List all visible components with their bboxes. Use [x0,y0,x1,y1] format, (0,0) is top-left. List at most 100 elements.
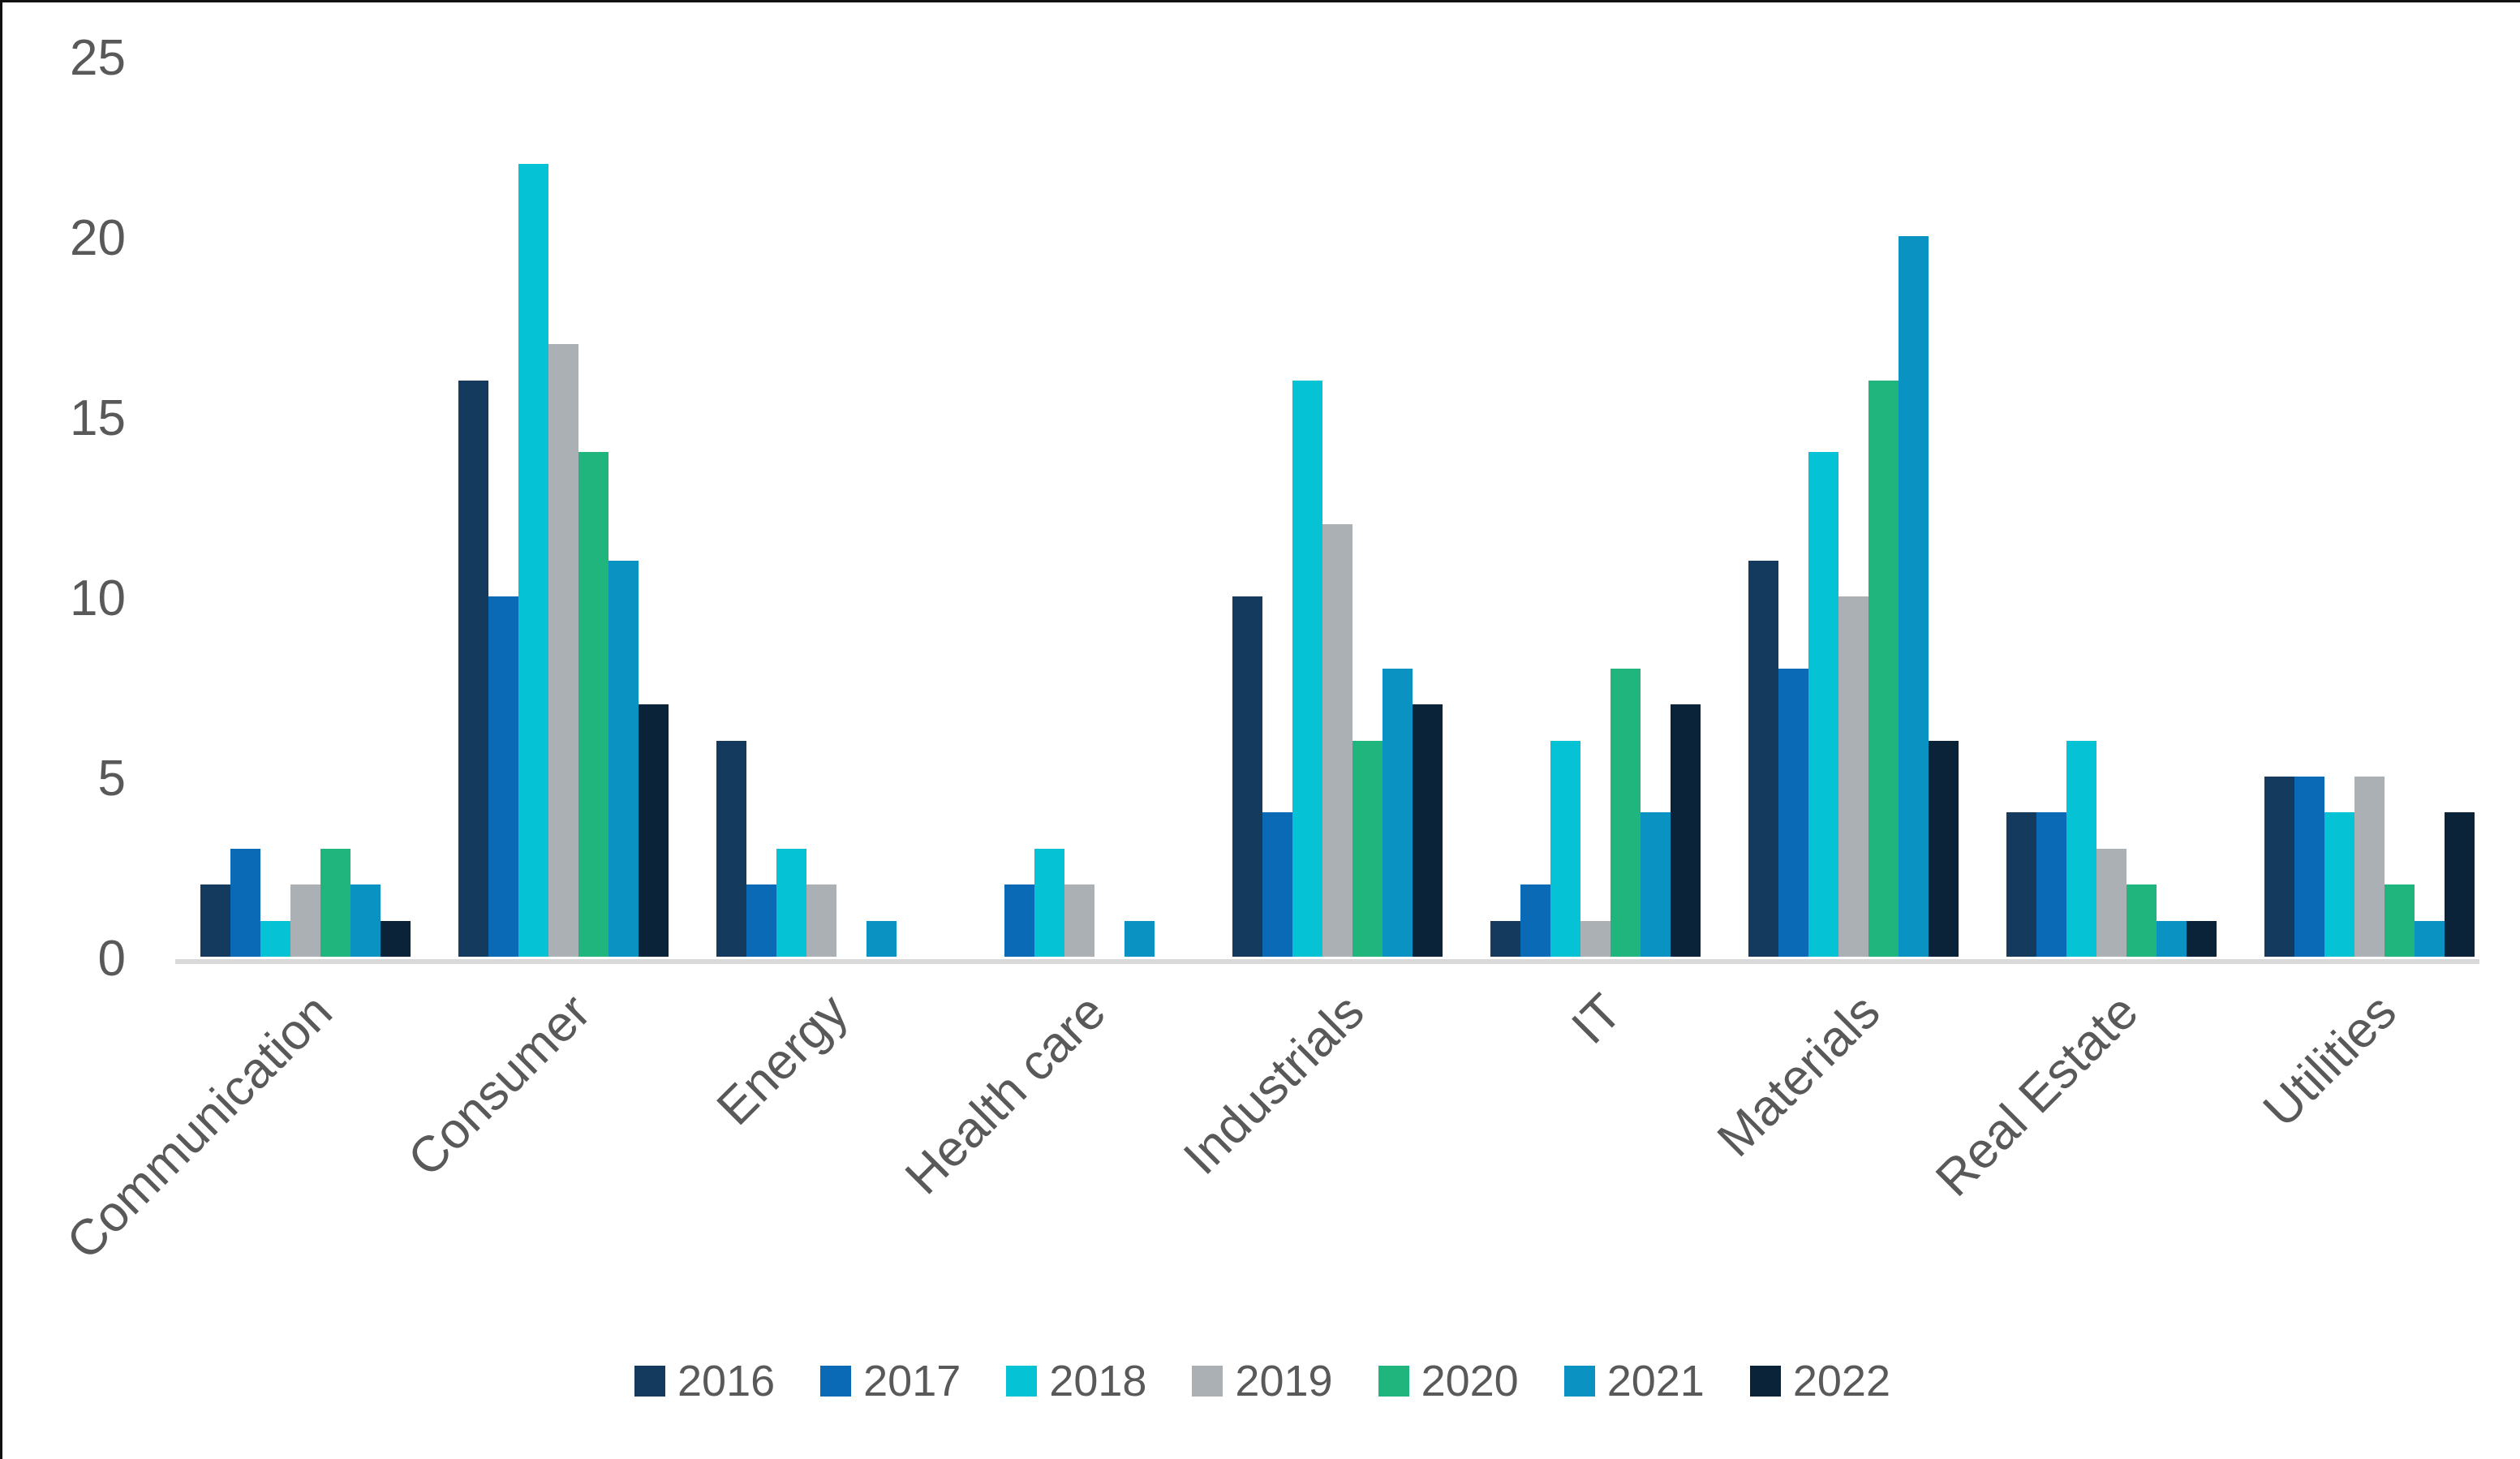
category-label: Materials [1706,983,1891,1168]
bar-2019 [290,884,320,957]
legend-swatch [1749,1366,1781,1397]
bar-2017 [1778,668,1808,957]
category-label: Communication [56,983,343,1271]
bar-group-communication [200,848,411,957]
bar-group-health-care [974,848,1185,957]
bar-2017 [2294,777,2324,957]
bar-2022 [639,704,669,957]
bar-2016 [1232,596,1262,957]
bar-2017 [230,848,260,957]
bar-2018 [1292,380,1322,957]
legend: 2016 2017 2018 2019 2020 2021 2022 [2,1359,2520,1403]
bar-group-industrials [1232,380,1443,957]
bar-2021 [1899,236,1929,957]
y-axis-tick-label: 5 [97,751,126,807]
bar-2022 [1929,740,1959,957]
bar-2022 [1671,704,1701,957]
bar-2017 [2036,812,2066,957]
bar-2018 [1034,848,1064,957]
bar-2020 [2385,884,2415,957]
bar-2019 [1838,596,1868,957]
plot-area [200,164,2475,957]
y-axis-tick-label: 20 [70,210,126,266]
bar-2019 [548,344,578,957]
bar-2019 [2096,848,2127,957]
bar-2019 [1064,884,1094,957]
bar-2018 [518,164,548,957]
legend-item-2017: 2017 [820,1359,961,1403]
legend-item-2019: 2019 [1192,1357,1333,1405]
bar-2020 [578,452,608,957]
bar-2022 [1413,704,1443,957]
legend-swatch [1563,1366,1595,1397]
legend-label: 2018 [1049,1357,1147,1405]
legend-label: 2021 [1606,1357,1705,1405]
bar-2022 [2445,812,2475,957]
category-label: Industrials [1172,983,1375,1186]
bar-2017 [1520,884,1550,957]
bar-2017 [1004,884,1034,957]
bar-2016 [2264,777,2294,957]
bar-2018 [2324,812,2354,957]
legend-swatch [1006,1366,1038,1397]
bar-2016 [2006,812,2036,957]
legend-item-2020: 2020 [1378,1359,1519,1403]
bar-2020 [1352,740,1383,957]
bar-2018 [2066,740,2096,957]
legend-item-2022: 2022 [1749,1357,1890,1405]
legend-item-2018: 2018 [1006,1359,1146,1403]
legend-label: 2020 [1421,1357,1519,1405]
bar-group-utilities [2264,777,2475,957]
bar-2019 [806,884,836,957]
bar-2022 [2187,920,2217,957]
bar-2021 [1125,920,1155,957]
bar-2019 [1580,920,1610,957]
bar-2020 [1868,380,1899,957]
bar-group-it [1490,668,1701,957]
x-axis-line [175,959,2479,964]
legend-item-2016: 2016 [634,1359,775,1403]
category-label: Utilities [2252,983,2407,1138]
legend-swatch [820,1366,852,1397]
bar-2016 [716,740,746,957]
bar-2018 [776,848,806,957]
bar-2020 [1610,668,1641,957]
bar-2017 [746,884,776,957]
bar-2021 [2415,920,2445,957]
bar-2018 [1550,740,1580,957]
bar-2016 [458,380,488,957]
bar-2021 [608,560,639,957]
bar-2021 [350,884,381,957]
y-axis-tick-label: 10 [70,570,126,626]
bar-group-consumer [458,164,669,957]
legend-swatch [634,1366,665,1397]
bar-2021 [1641,812,1671,957]
category-label: Health care [895,983,1117,1206]
category-label: IT [1561,983,1633,1055]
category-label: Real Estate [1925,983,2149,1207]
y-axis-tick-label: 0 [97,931,126,987]
legend-item-2021: 2021 [1563,1357,1705,1405]
legend-label: 2017 [863,1357,961,1405]
bar-group-materials [1748,236,1959,957]
bar-2021 [1383,668,1413,957]
legend-label: 2019 [1235,1357,1333,1405]
category-label: Consumer [397,983,601,1188]
y-axis-tick-label: 15 [70,390,126,446]
bar-2017 [488,596,518,957]
bar-2019 [1322,524,1352,957]
category-label: Energy [706,983,859,1136]
bar-2021 [2157,920,2187,957]
bar-group-real-estate [2006,740,2217,957]
bar-2016 [200,884,230,957]
legend-label: 2022 [1792,1357,1890,1405]
bar-2021 [867,920,897,957]
bar-2016 [1490,920,1520,957]
bar-2020 [320,848,350,957]
y-axis-tick-label: 25 [70,30,126,86]
legend-swatch [1378,1366,1409,1397]
bar-2016 [1748,560,1778,957]
legend-label: 2016 [677,1357,776,1405]
bar-2019 [2354,777,2385,957]
